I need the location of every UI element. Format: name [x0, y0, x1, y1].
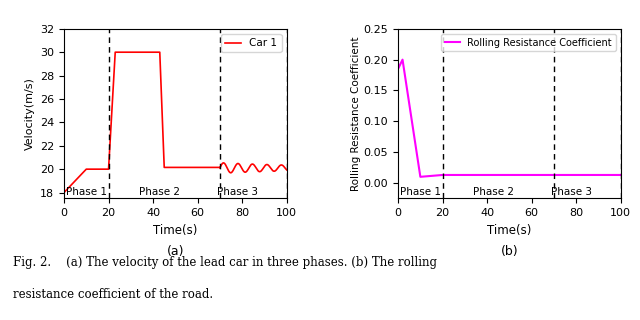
Car 1: [239, 169, 247, 172]
X-axis label: Time(s): Time(s): [153, 224, 198, 237]
Car 1: [260, 164, 268, 168]
Title: (b): (b): [500, 244, 518, 258]
Text: Phase 1: Phase 1: [400, 187, 441, 196]
Text: resistance coefficient of the road.: resistance coefficient of the road.: [13, 288, 213, 301]
Car 1: [111, 50, 119, 54]
Rolling Resistance Coefficient: [410, 130, 417, 134]
Rolling Resistance Coefficient: [399, 61, 407, 65]
Text: Phase 1: Phase 1: [66, 187, 107, 197]
X-axis label: Time(s): Time(s): [487, 224, 532, 237]
Car 1: [261, 164, 269, 167]
Title: (a): (a): [166, 244, 184, 258]
Legend: Car 1: Car 1: [221, 34, 282, 52]
Rolling Resistance Coefficient: [552, 173, 559, 177]
Text: Fig. 2.    (a) The velocity of the lead car in three phases. (b) The rolling: Fig. 2. (a) The velocity of the lead car…: [13, 256, 437, 269]
Y-axis label: Rolling Resistance Coefficient: Rolling Resistance Coefficient: [351, 36, 361, 191]
Line: Car 1: Car 1: [64, 52, 287, 193]
Line: Rolling Resistance Coefficient: Rolling Resistance Coefficient: [398, 60, 621, 177]
Rolling Resistance Coefficient: [403, 84, 410, 88]
Car 1: [218, 163, 225, 167]
Text: Phase 2: Phase 2: [140, 187, 180, 197]
Y-axis label: Velocity(m/s): Velocity(m/s): [24, 77, 35, 150]
Rolling Resistance Coefficient: [417, 175, 424, 179]
Car 1: [231, 165, 239, 169]
Car 1: [60, 191, 68, 195]
Rolling Resistance Coefficient: [395, 66, 403, 69]
Text: Phase 3: Phase 3: [217, 187, 258, 197]
Rolling Resistance Coefficient: [394, 67, 402, 71]
Legend: Rolling Resistance Coefficient: Rolling Resistance Coefficient: [441, 34, 616, 52]
Text: Phase 2: Phase 2: [474, 187, 515, 196]
Rolling Resistance Coefficient: [602, 173, 610, 177]
Car 1: [283, 168, 291, 172]
Rolling Resistance Coefficient: [617, 173, 625, 177]
Rolling Resistance Coefficient: [399, 58, 406, 61]
Car 1: [276, 164, 284, 168]
Text: Phase 3: Phase 3: [551, 187, 592, 196]
